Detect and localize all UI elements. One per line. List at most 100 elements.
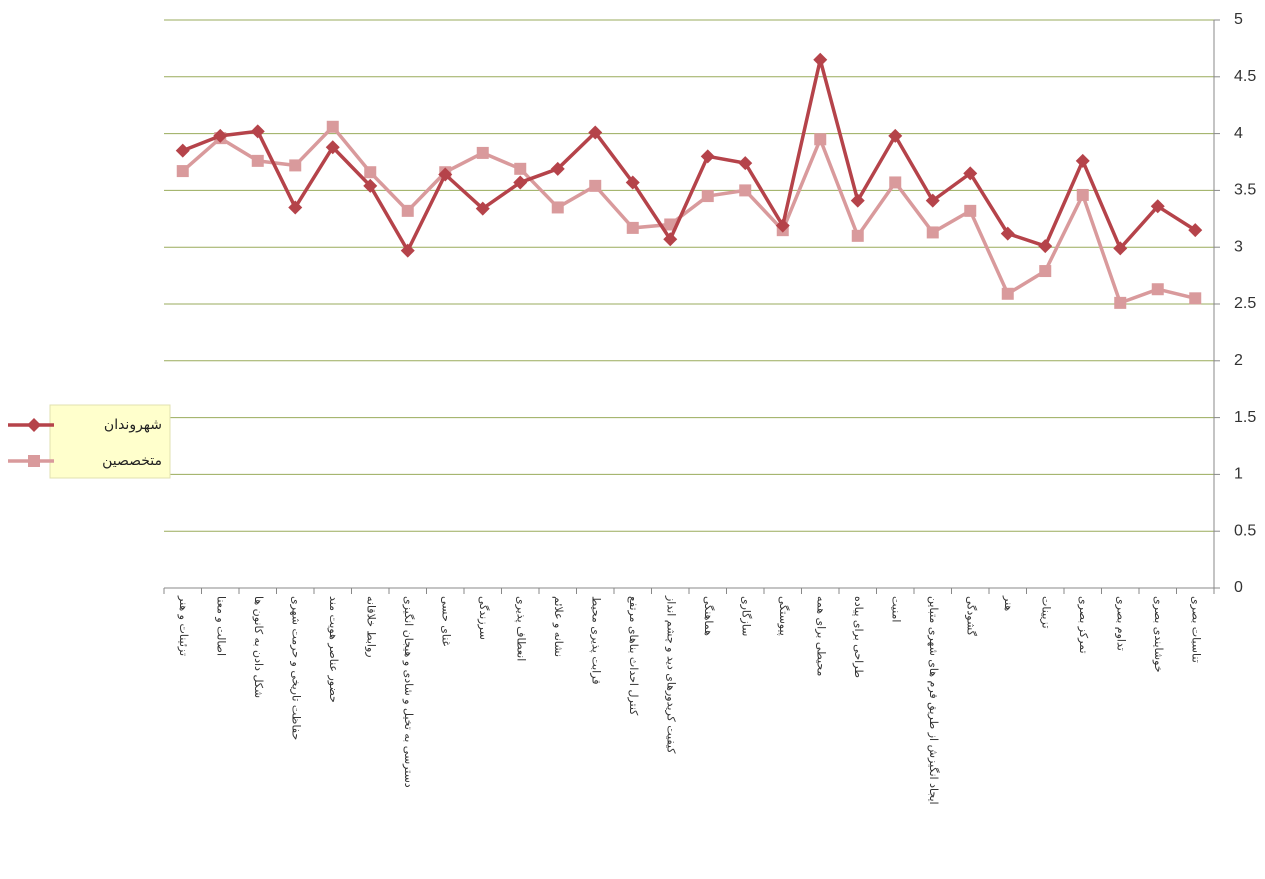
data-point <box>438 167 453 182</box>
series-line <box>181 125 1196 305</box>
data-point <box>814 133 827 146</box>
y-tick-label: 0.5 <box>1234 522 1256 539</box>
data-point <box>213 128 228 143</box>
legend: شهروندان متخصصین <box>8 404 171 479</box>
data-point <box>664 218 677 231</box>
legend-box <box>49 404 171 479</box>
y-tick-label: 2.5 <box>1234 295 1256 312</box>
x-tick-label: محیطی برای همه <box>814 596 827 676</box>
data-point <box>401 204 414 217</box>
data-point <box>850 193 865 208</box>
x-tick-label: دسترسی به تخیل و شادی و هیجان انگیزی <box>402 596 415 788</box>
x-tick-label: امنیت <box>889 596 902 622</box>
data-point <box>514 162 527 175</box>
data-point <box>364 166 377 179</box>
y-tick-label: 3.5 <box>1234 182 1256 199</box>
data-point <box>363 178 378 193</box>
data-point <box>963 166 978 181</box>
data-point <box>175 143 190 158</box>
data-point <box>1039 265 1052 278</box>
x-tick-label: شکل دادن به کانون ها <box>252 596 265 698</box>
x-tick-label: سرزندگی <box>477 596 490 640</box>
data-point <box>551 201 564 214</box>
data-point <box>926 226 939 239</box>
data-point <box>701 190 714 203</box>
data-point <box>513 175 528 190</box>
x-tick-label: طراحی برای پیاده <box>852 596 865 678</box>
y-tick-label: 1 <box>1234 466 1243 483</box>
data-point <box>1151 283 1164 296</box>
y-tick-label: 0 <box>1234 579 1243 596</box>
x-tick-label: پیوستگی <box>777 596 790 636</box>
series-line <box>182 58 1197 253</box>
data-point <box>326 120 339 133</box>
data-point <box>589 179 602 192</box>
x-tick-label: روابط خلاقانه <box>364 596 377 658</box>
data-point <box>1001 287 1014 300</box>
data-point <box>1150 199 1165 214</box>
data-point <box>889 176 902 189</box>
y-tick-label: 3 <box>1234 238 1243 255</box>
y-tick-label: 5 <box>1234 11 1243 28</box>
x-tick-label: تناسبات بصری <box>1189 596 1202 663</box>
data-point <box>325 140 340 155</box>
data-point <box>738 156 753 171</box>
data-point <box>813 52 828 67</box>
x-tick-label: حفاظت تاریخی و حرمت شهری <box>289 596 302 740</box>
data-point <box>964 204 977 217</box>
data-point <box>400 243 415 258</box>
y-tick-label: 2 <box>1234 352 1243 369</box>
data-point <box>1076 188 1089 201</box>
x-tick-label: کنترل احداث بناهای مرتفع <box>627 596 640 716</box>
x-tick-label: غنای حسی <box>439 596 452 647</box>
data-point <box>663 232 678 247</box>
data-point <box>476 146 489 159</box>
x-tick-label: تداوم بصری <box>1114 596 1127 651</box>
x-tick-label: تمرکز بصری <box>1077 596 1090 654</box>
data-point <box>888 128 903 143</box>
legend-label: شهروندان <box>104 417 162 433</box>
data-point <box>625 175 640 190</box>
data-point <box>626 221 639 234</box>
y-tick-label: 4.5 <box>1234 68 1256 85</box>
x-tick-label: نشانه و علائم <box>552 596 565 657</box>
data-point <box>851 229 864 242</box>
data-point <box>1114 296 1127 309</box>
data-point <box>250 124 265 139</box>
x-tick-label: گشودگی <box>964 596 977 637</box>
legend-label: متخصصین <box>102 453 162 469</box>
x-tick-label: هماهنگی <box>702 596 715 636</box>
data-point <box>588 125 603 140</box>
legend-marker <box>28 455 40 467</box>
y-tick-label: 1.5 <box>1234 409 1256 426</box>
data-point <box>739 184 752 197</box>
data-point <box>288 200 303 215</box>
y-tick-label: 4 <box>1234 125 1243 142</box>
x-tick-label: انعطاف پذیری <box>514 596 527 661</box>
data-point <box>775 218 790 233</box>
x-tick-label: خوشایندی بصری <box>1152 596 1165 673</box>
data-point <box>289 159 302 172</box>
data-point <box>1075 153 1090 168</box>
x-tick-label: اصالت و معنا <box>214 596 227 656</box>
data-point <box>251 154 264 167</box>
x-tick-label: قرابت پذیری محیط <box>589 596 602 685</box>
data-point <box>1113 241 1128 256</box>
x-tick-label: حضور عناصر هویت مند <box>327 596 340 703</box>
data-point <box>1189 292 1202 305</box>
legend-marker <box>27 418 41 432</box>
x-tick-label: کیفیت کریدورهای دید و چشم انداز <box>664 595 677 754</box>
data-point <box>700 149 715 164</box>
data-point <box>925 193 940 208</box>
data-point <box>475 201 490 216</box>
x-tick-label: هنر <box>1002 595 1015 611</box>
x-tick-label: تزیینات <box>1039 596 1052 629</box>
data-point <box>1188 223 1203 238</box>
data-point <box>1038 239 1053 254</box>
data-point <box>550 161 565 176</box>
x-tick-label: سازگاری <box>739 596 752 636</box>
data-point <box>176 165 189 178</box>
x-tick-label: ایجاد انگیزش از طریق فرم های شهری متباین <box>926 596 940 805</box>
data-point <box>1000 226 1015 241</box>
